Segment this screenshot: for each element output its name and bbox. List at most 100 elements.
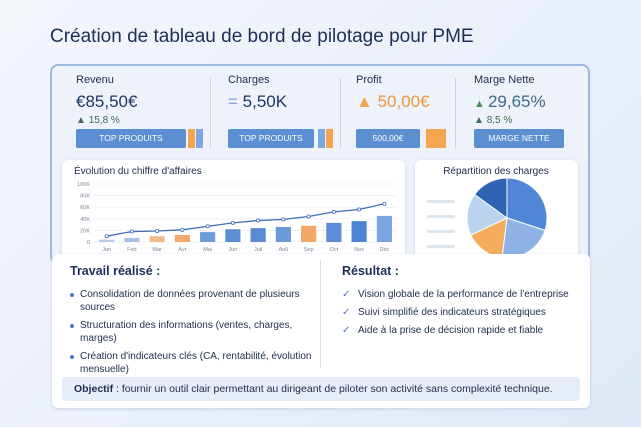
list-item: Aide à la prise de décision rapide et fi… [342, 324, 582, 337]
objective-label: Objectif [74, 383, 114, 395]
pie-card: Répartition des charges [415, 160, 578, 259]
bar [301, 225, 317, 242]
kpi-change-text: 8,5 % [486, 115, 513, 126]
chart-title: Évolution du chiffre d'affaires [74, 164, 202, 177]
line-point [256, 218, 261, 223]
list-item: Vision globale de la performance de l'en… [342, 288, 582, 301]
stripe [426, 129, 446, 148]
bar [174, 235, 190, 242]
kpi-value-text: 5,50K [242, 92, 288, 111]
list-item: Création d'indicateurs clés (CA, rentabi… [70, 350, 315, 376]
kpi-button[interactable]: 500,00€ [356, 129, 420, 148]
separator [210, 78, 211, 148]
y-tick-label: 100K [77, 182, 90, 188]
x-tick-label: Déc [379, 247, 389, 253]
pie-chart: Répartition des charges [427, 166, 549, 259]
revenue-chart: Évolution du chiffre d'affaires 0 20K 40K 6… [74, 164, 397, 253]
kpi-value: €85,50€ [76, 92, 138, 111]
kpi-value-text: 29,65% [487, 92, 546, 111]
legend-placeholder [427, 245, 455, 248]
bar [376, 215, 392, 242]
divider [320, 260, 321, 368]
objective: Objectif : fournir un outil clair permet… [62, 377, 580, 401]
y-tick-label: 20K [80, 228, 90, 234]
kpi-button[interactable]: TOP PRODUITS [228, 129, 314, 148]
kpi-value-text: 50,00€ [377, 92, 430, 111]
kpi-change: ▲ 15,8 % [76, 115, 206, 126]
bar [99, 239, 115, 242]
line-point [104, 234, 109, 239]
objective-text: : fournir un outil clair permettant au d… [116, 383, 553, 395]
separator [340, 78, 341, 148]
chart-title: Répartition des charges [443, 166, 549, 177]
pie-slice [473, 177, 508, 219]
bar [200, 232, 216, 242]
kpi-change: ▲ 8,5 % [474, 115, 604, 126]
arrow: ▲ [474, 98, 488, 110]
stripe [188, 129, 195, 148]
section-title: Travail réalisé : [70, 264, 161, 278]
y-tick-label: 0 [87, 240, 90, 246]
kpi-change-text: 15,8 % [88, 115, 120, 126]
line-point [129, 229, 134, 234]
kpi-value: = 5,50K [228, 92, 358, 112]
x-tick-label: Jan [102, 247, 111, 253]
icon: ▲ [356, 92, 378, 111]
x-tick-label: Avr [178, 247, 186, 253]
bar [149, 236, 165, 242]
result-section: Résultat : Vision globale de la performa… [342, 264, 582, 342]
y-tick-label: 80K [80, 194, 90, 200]
kpi-label: Revenu [76, 74, 114, 86]
x-tick-label: Mar [152, 247, 162, 253]
kpi-card: Profit ▲ 50,00€ 500,00€ [356, 74, 486, 154]
x-tick-label: Nov [354, 247, 364, 253]
kpi-label: Profit [356, 74, 382, 86]
bar [351, 221, 367, 242]
stripe [318, 129, 325, 148]
line-point [382, 201, 387, 206]
line [106, 203, 385, 237]
arrow: ▲ [76, 115, 89, 126]
kpi-card: Marge Nette ▲ 29,65% ▲ 8,5 % MARGE NETTE [474, 74, 604, 154]
x-tick-label: Feb [127, 247, 136, 253]
icon: = [228, 92, 243, 111]
legend-placeholder [427, 230, 455, 233]
line-point [205, 224, 210, 229]
x-tick-label: Mai [203, 247, 212, 253]
line-point [155, 228, 160, 233]
x-tick-label: Oct [330, 247, 339, 253]
x-tick-label: Jun [228, 247, 237, 253]
line-point [281, 217, 286, 222]
pie-slice [466, 193, 508, 236]
kpi-button[interactable]: TOP PRODUITS [76, 129, 186, 148]
line-point [357, 207, 362, 212]
x-tick-label: Juil [254, 247, 262, 253]
bar [275, 226, 291, 242]
bar [250, 228, 266, 242]
stripe [326, 129, 333, 148]
arrow: ▲ [474, 115, 487, 126]
bar [124, 237, 140, 242]
kpi-value: ▲ 29,65% [474, 92, 604, 112]
kpi-card: Revenu €85,50€ ▲ 15,8 % TOP PRODUITS [76, 74, 206, 154]
y-tick-label: 60K [80, 205, 90, 211]
legend-placeholder [427, 215, 455, 218]
page-title: Création de tableau de bord de pilotage … [50, 26, 474, 47]
kpi-button[interactable]: MARGE NETTE [474, 129, 564, 148]
x-tick-label: Sep [304, 247, 314, 253]
section-title: Résultat : [342, 264, 399, 278]
kpi-label: Marge Nette [474, 74, 535, 86]
separator [455, 78, 456, 148]
list-item: Consolidation de données provenant de pl… [70, 288, 315, 314]
result-list: Vision globale de la performance de l'en… [342, 288, 582, 337]
kpi-label: Charges [228, 74, 270, 86]
bar [225, 229, 241, 242]
list-item: Structuration des informations (ventes, … [70, 319, 315, 345]
chart-card: Évolution du chiffre d'affaires 0 20K 40K 6… [62, 160, 405, 258]
bar [326, 222, 342, 242]
pie-slice [506, 177, 548, 231]
line-point [306, 214, 311, 219]
legend-placeholder [427, 200, 455, 203]
line-point [180, 227, 185, 232]
